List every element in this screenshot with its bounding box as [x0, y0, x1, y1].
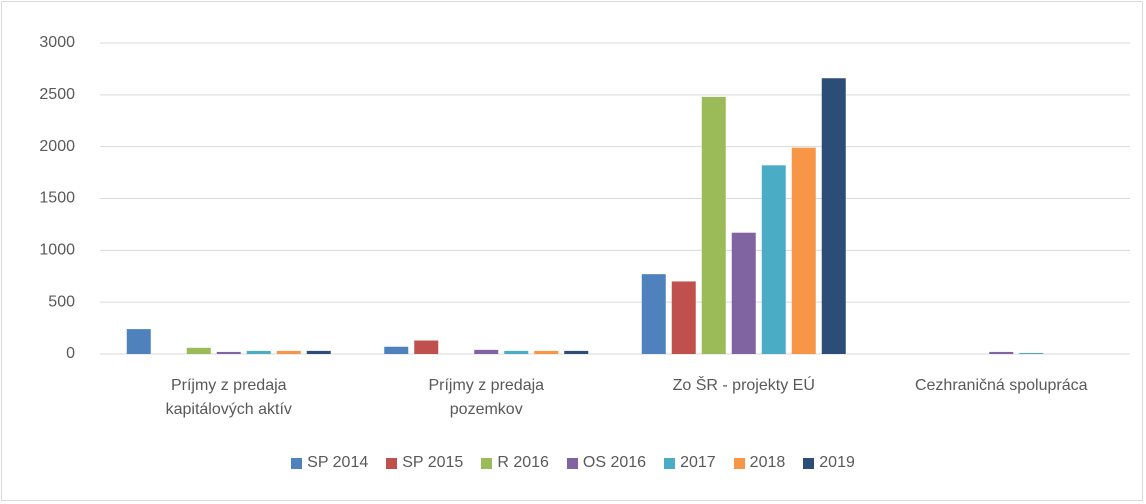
legend-item: R 2016 [481, 454, 549, 472]
bar [989, 351, 1014, 354]
legend-swatch [291, 457, 303, 469]
y-tick-label: 3000 [39, 34, 75, 51]
bar [731, 232, 756, 354]
x-tick-label: Príjmy z predaja kapitálových aktív [165, 377, 292, 418]
legend-label: R 2016 [497, 454, 549, 471]
y-tick-label: 1500 [39, 190, 75, 207]
y-tick-label: 0 [66, 345, 75, 362]
bar [306, 350, 331, 354]
legend-swatch [386, 457, 398, 469]
legend-label: OS 2016 [582, 454, 647, 471]
legend-item: 2019 [803, 454, 855, 472]
bar [701, 96, 726, 354]
bar [474, 349, 499, 354]
y-tick-label: 2000 [39, 138, 75, 155]
bar [414, 340, 439, 354]
y-tick-label: 500 [48, 293, 75, 310]
bar [564, 350, 589, 354]
bar [1019, 352, 1044, 354]
legend-swatch [566, 457, 578, 469]
bar [641, 274, 666, 354]
legend-swatch [803, 457, 815, 469]
bar [126, 329, 151, 354]
legend-item: 2017 [664, 454, 716, 472]
legend: SP 2014 SP 2015 R 2016 OS 2016 2017 2018 2019 [0, 454, 1146, 472]
legend-swatch [481, 457, 493, 469]
legend-label: SP 2015 [402, 454, 464, 471]
y-tick-label: 1000 [39, 242, 75, 259]
bar [821, 78, 846, 354]
bar [216, 351, 241, 354]
x-tick-label: Cezhraničná spolupráca [914, 377, 1088, 394]
bar [791, 147, 816, 354]
x-tick-label: Príjmy z predaja pozemkov [428, 377, 545, 418]
bar [671, 281, 696, 354]
legend-swatch [733, 457, 745, 469]
legend-swatch [664, 457, 676, 469]
bar [246, 350, 271, 354]
y-tick-label: 2500 [39, 86, 75, 103]
legend-item: SP 2014 [291, 454, 368, 472]
legend-label: SP 2014 [307, 454, 369, 471]
x-tick-label: Zo ŠR - projekty EÚ [672, 377, 815, 394]
bar [761, 165, 786, 354]
legend-item: SP 2015 [386, 454, 463, 472]
bar [276, 350, 301, 354]
legend-label: 2018 [749, 454, 786, 471]
bar [384, 346, 409, 354]
legend-item: OS 2016 [566, 454, 647, 472]
bar [504, 350, 529, 354]
legend-label: 2017 [680, 454, 716, 471]
bar [534, 350, 559, 354]
legend-item: 2018 [733, 454, 786, 472]
bar [186, 347, 211, 354]
legend-label: 2019 [819, 454, 855, 471]
